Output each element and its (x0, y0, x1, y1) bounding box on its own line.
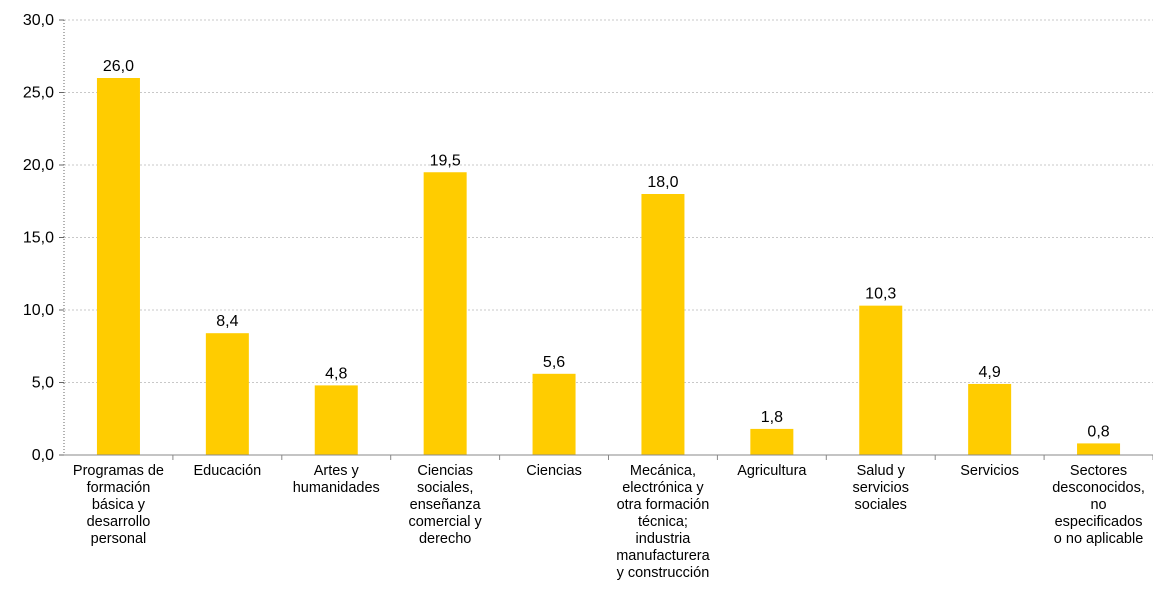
data-label: 8,4 (216, 313, 238, 330)
data-label: 0,8 (1087, 423, 1109, 440)
data-label: 4,8 (325, 365, 347, 382)
category-label: Educación (193, 463, 261, 479)
category-labels: Programas de formación básica y desarrollo p… (73, 463, 1145, 581)
bar (968, 383, 1012, 455)
bar (532, 373, 576, 455)
bar (1077, 443, 1121, 455)
y-tick-labels: 0,0 5,0 10,0 15,0 20,0 25,0 30,0 (23, 12, 54, 464)
bar (205, 333, 249, 455)
data-labels: 26,0 8,4 4,8 19,5 5,6 18,0 1,8 10,3 4,9 0,8 (103, 58, 1110, 440)
data-label: 26,0 (103, 58, 134, 75)
y-tick-label: 5,0 (32, 375, 54, 392)
category-label: Servicios (960, 463, 1019, 479)
y-tick-label: 15,0 (23, 230, 54, 247)
bar (859, 305, 903, 455)
category-label: Salud y servicios sociales (853, 463, 909, 513)
category-label: Agricultura (737, 463, 807, 479)
y-tick-label: 30,0 (23, 12, 54, 29)
bar (641, 194, 685, 455)
data-label: 19,5 (430, 152, 461, 169)
category-label: Sectores desconocidos, no especificados o no… (1052, 463, 1145, 547)
data-label: 4,9 (979, 364, 1001, 381)
data-label: 10,3 (865, 286, 896, 303)
data-label: 18,0 (647, 174, 678, 191)
bar (96, 78, 140, 455)
bars (96, 78, 1121, 455)
bar (314, 385, 358, 455)
gridlines (64, 19, 1153, 383)
y-tick-label: 25,0 (23, 85, 54, 102)
y-tick-label: 10,0 (23, 302, 54, 319)
y-tick-label: 20,0 (23, 157, 54, 174)
data-label: 1,8 (761, 409, 783, 426)
y-tick-label: 0,0 (32, 447, 54, 464)
category-label: Mecánica, electrónica y otra formación técn… (616, 463, 710, 581)
category-label: Programas de formación básica y desarrollo p… (73, 463, 164, 547)
bar (423, 172, 467, 455)
bar (750, 428, 794, 455)
category-label: Ciencias sociales, enseñanza comercial y der… (408, 463, 482, 547)
category-label: Ciencias (526, 463, 582, 479)
axes (59, 19, 1153, 460)
category-label: Artes y humanidades (293, 463, 380, 496)
data-label: 5,6 (543, 354, 565, 371)
